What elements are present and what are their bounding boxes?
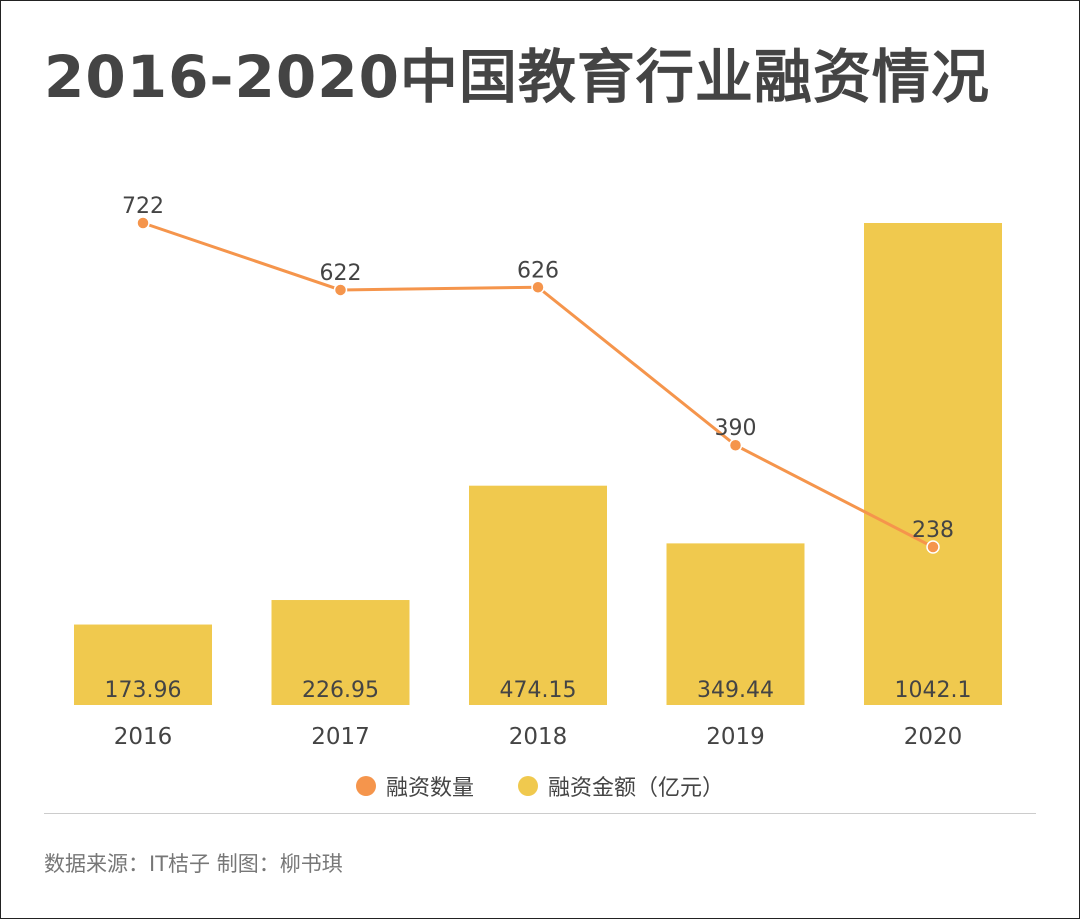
line-point-2020: [926, 540, 940, 554]
line-value-label-2019: 390: [715, 416, 757, 441]
legend-swatch-amount: [518, 776, 538, 796]
labels-layer: 173.96 226.95 474.15 349.44 1042.1 722 622 626 3…: [105, 194, 972, 703]
line-point-2017: [333, 283, 348, 297]
x-tick-label-2016: 2016: [114, 724, 173, 750]
line-layer: [136, 216, 940, 554]
line-value-label-2018: 626: [517, 258, 559, 283]
x-tick-label-2017: 2017: [311, 724, 370, 750]
bar-value-label-2018: 474.15: [500, 678, 577, 703]
line-point-2016: [136, 216, 150, 230]
bar-value-label-2017: 226.95: [302, 678, 379, 703]
chart-title: 2016-2020中国教育行业融资情况: [44, 43, 990, 111]
line-value-label-2017: 622: [320, 261, 362, 286]
bar-value-label-2016: 173.96: [105, 678, 182, 703]
x-tick-label-2018: 2018: [509, 724, 568, 750]
legend-item-count: 融资数量: [355, 770, 474, 802]
bar-value-label-2020: 1042.1: [895, 678, 972, 703]
source-note: 数据来源：IT桔子 制图：柳书琪: [44, 852, 343, 876]
x-tick-label-2020: 2020: [904, 724, 963, 750]
line-point-2018: [531, 280, 545, 295]
bar-2018: [469, 485, 607, 705]
x-axis-layer: 2016 2017 2018 2019 2020: [114, 724, 963, 750]
bar-2017: [271, 600, 410, 705]
bar-2020: [864, 223, 1002, 705]
bar-2019: [666, 543, 805, 705]
bar-2016: [74, 624, 212, 705]
legend-item-amount: 融资金额（亿元）: [518, 770, 724, 802]
legend: 融资数量 融资金额（亿元）: [0, 770, 1080, 802]
x-tick-label-2019: 2019: [706, 724, 765, 750]
line-point-2019: [728, 438, 743, 452]
bars-layer: [74, 223, 1002, 705]
line-value-label-2020: 238: [912, 518, 954, 543]
line-value-label-2016: 722: [122, 194, 164, 219]
legend-swatch-count: [355, 776, 376, 796]
divider: [44, 813, 1036, 814]
bar-value-label-2019: 349.44: [697, 678, 774, 703]
legend-label-amount: 融资金额（亿元）: [548, 776, 725, 801]
legend-label-count: 融资数量: [385, 776, 474, 801]
